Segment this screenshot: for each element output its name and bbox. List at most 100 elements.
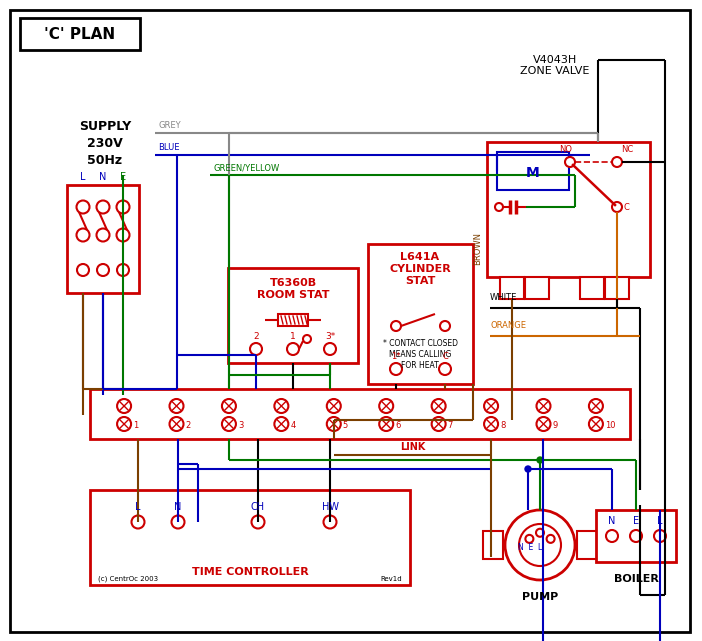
Circle shape [97,264,109,276]
Text: ORANGE: ORANGE [490,321,526,330]
Text: 10: 10 [605,420,616,429]
Bar [483,531,503,559]
Circle shape [589,399,603,413]
Circle shape [117,399,131,413]
Text: NO: NO [559,145,573,154]
Bar [605,277,629,299]
Circle shape [565,157,575,167]
Text: L: L [657,516,663,526]
Text: GREY: GREY [158,121,180,130]
Circle shape [391,321,401,331]
Circle shape [117,228,129,242]
Circle shape [96,201,110,213]
Circle shape [432,399,446,413]
Bar [596,510,676,562]
Text: CH: CH [251,502,265,512]
Circle shape [77,228,89,242]
Circle shape [525,466,531,472]
Text: STAT: STAT [405,276,435,286]
Circle shape [303,335,311,343]
Text: BROWN: BROWN [473,231,482,265]
Text: 'C' PLAN: 'C' PLAN [44,26,116,42]
Circle shape [324,343,336,355]
Bar [20,18,140,50]
Text: N  E  L: N E L [518,544,542,553]
Text: 2: 2 [253,332,259,341]
Bar [228,268,358,363]
Circle shape [117,417,131,431]
Text: L: L [135,502,140,512]
Circle shape [536,417,550,431]
Circle shape [439,363,451,375]
Text: PUMP: PUMP [522,592,558,602]
Circle shape [440,321,450,331]
Circle shape [274,399,289,413]
Text: Rev1d: Rev1d [380,576,402,582]
Text: E: E [120,172,126,182]
Text: 3: 3 [238,420,244,429]
Text: BLUE: BLUE [158,143,180,152]
Bar [500,277,524,299]
Circle shape [547,535,555,543]
Circle shape [379,417,393,431]
Circle shape [612,202,622,212]
Circle shape [324,515,336,528]
Circle shape [630,530,642,542]
Circle shape [77,264,89,276]
Text: E: E [633,516,639,526]
Text: ROOM STAT: ROOM STAT [257,290,329,300]
Text: * CONTACT CLOSED
MEANS CALLING
FOR HEAT: * CONTACT CLOSED MEANS CALLING FOR HEAT [383,339,458,370]
Circle shape [505,510,575,580]
Text: 3*: 3* [325,332,335,341]
Bar [525,277,549,299]
Text: N: N [99,172,107,182]
Circle shape [327,417,340,431]
Circle shape [131,515,145,528]
Bar [278,314,308,326]
Text: C: C [624,203,630,212]
Text: WHITE: WHITE [490,293,517,302]
Circle shape [171,515,185,528]
Circle shape [222,417,236,431]
Circle shape [250,343,262,355]
Text: NC: NC [621,145,633,154]
Bar [90,389,630,439]
Text: N: N [174,502,182,512]
Bar [487,142,650,277]
Text: M: M [526,166,540,180]
Text: L641A: L641A [400,252,439,262]
Circle shape [222,399,236,413]
Circle shape [432,417,446,431]
Circle shape [169,399,183,413]
Circle shape [379,399,393,413]
Circle shape [537,457,543,463]
Text: N: N [609,516,616,526]
Text: 9: 9 [552,420,558,429]
Circle shape [169,417,183,431]
Bar [497,152,569,190]
Text: ZONE VALVE: ZONE VALVE [520,66,590,76]
Text: 2: 2 [185,420,191,429]
Text: HW: HW [322,502,338,512]
Circle shape [117,201,129,213]
Text: 6: 6 [395,420,401,429]
Bar [577,531,597,559]
Text: 4: 4 [291,420,296,429]
Circle shape [495,203,503,211]
Circle shape [287,343,299,355]
Bar [90,490,410,585]
Circle shape [274,417,289,431]
Text: C: C [442,352,448,361]
Bar [580,277,604,299]
Text: SUPPLY
230V
50Hz: SUPPLY 230V 50Hz [79,120,131,167]
Circle shape [525,535,534,543]
Text: 1*: 1* [391,352,401,361]
Circle shape [96,228,110,242]
Text: 1: 1 [290,332,296,341]
Circle shape [612,157,622,167]
Text: 5: 5 [343,420,348,429]
Circle shape [484,417,498,431]
Circle shape [606,530,618,542]
Circle shape [654,530,666,542]
Text: CYLINDER: CYLINDER [389,264,451,274]
